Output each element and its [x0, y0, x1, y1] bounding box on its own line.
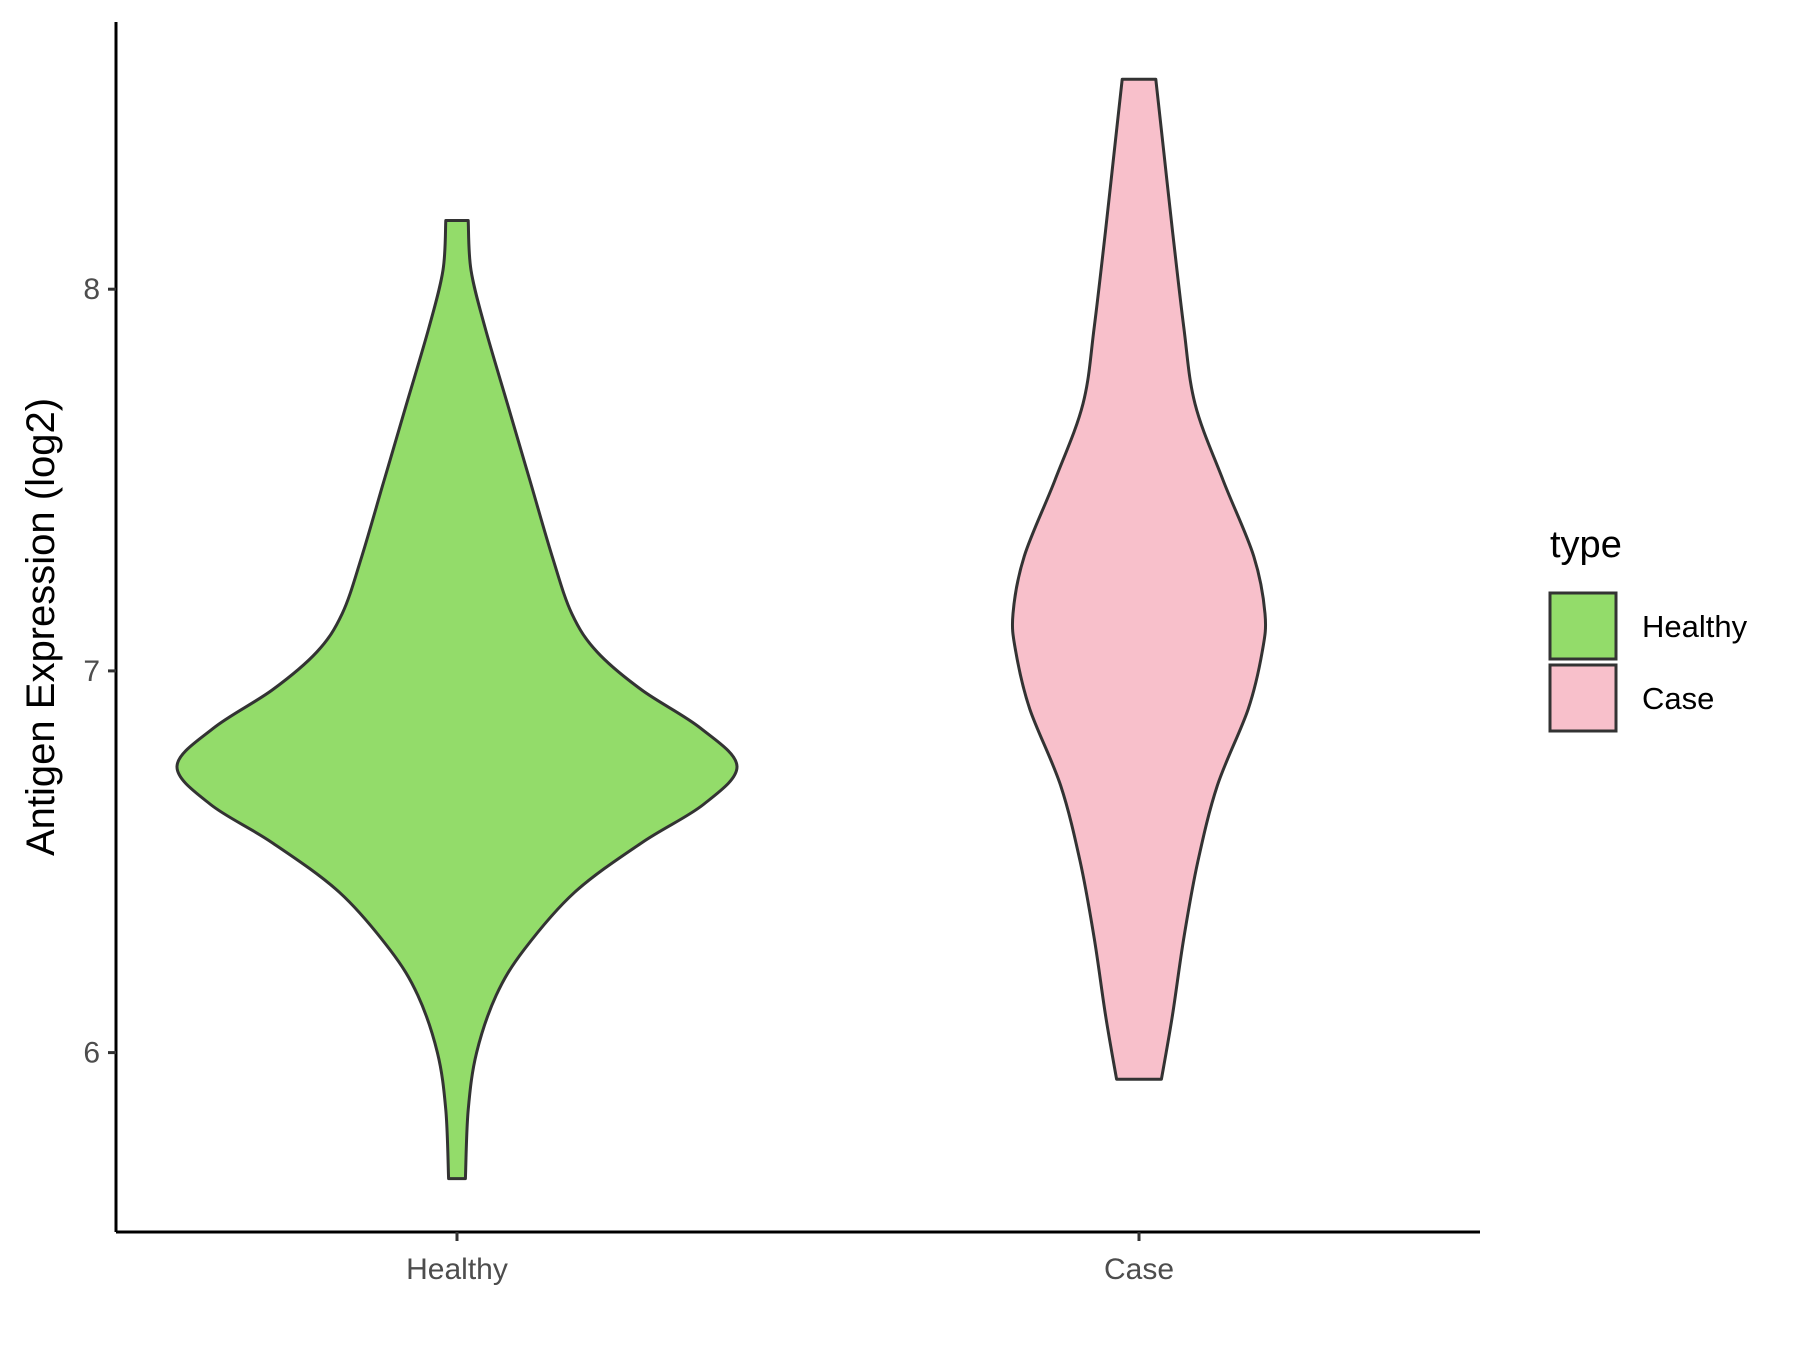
violin-layer	[175, 77, 1268, 1181]
x-tick-label: Case	[1104, 1253, 1174, 1286]
y-axis-title: Antigen Expression (log2)	[19, 398, 63, 856]
y-tick-label: 8	[83, 273, 100, 306]
y-axis-ticks: 6 7 8	[83, 273, 116, 1070]
legend-key-healthy	[1548, 591, 1618, 661]
legend-title: type	[1550, 524, 1622, 566]
y-tick-label: 7	[83, 655, 100, 688]
legend: Healthy Case	[1548, 591, 1748, 733]
legend-label: Healthy	[1642, 609, 1748, 644]
x-tick-label: Healthy	[406, 1253, 508, 1286]
legend-label: Case	[1642, 681, 1714, 716]
legend-key-case	[1548, 663, 1618, 733]
y-tick-label: 6	[83, 1037, 100, 1070]
violin-healthy	[175, 219, 739, 1181]
violin-case	[1010, 77, 1268, 1081]
x-axis-ticks: Healthy Case	[406, 1232, 1174, 1286]
